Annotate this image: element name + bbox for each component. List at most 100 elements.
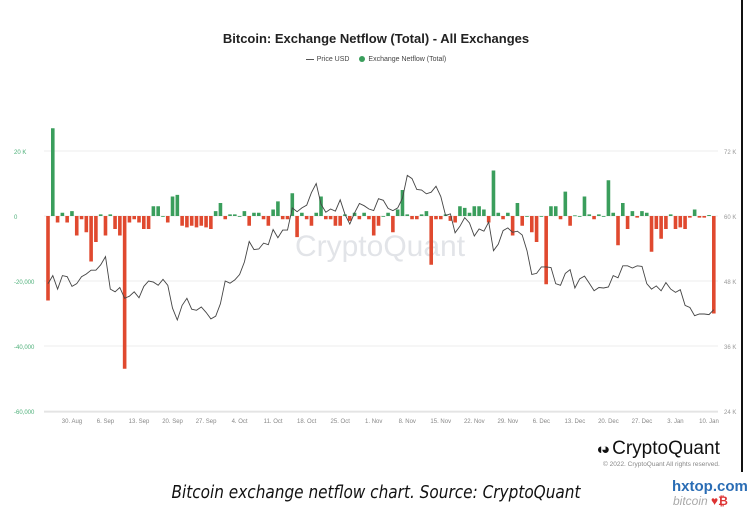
- netflow-bar: [544, 216, 548, 285]
- netflow-bar: [486, 216, 491, 223]
- x-tick-label: 10. Jan: [699, 419, 719, 425]
- netflow-bar: [118, 216, 122, 236]
- netflow-bar: [592, 216, 596, 220]
- netflow-bar: [515, 203, 520, 216]
- x-tick-label: 25. Oct: [331, 419, 351, 425]
- netflow-bar: [415, 216, 419, 220]
- netflow-bar: [65, 216, 69, 223]
- netflow-bar: [261, 216, 266, 220]
- legend: Price USD Exchange Netflow (Total): [0, 56, 752, 63]
- netflow-bar: [74, 216, 79, 236]
- netflow-bar: [477, 206, 481, 216]
- netflow-bar: [635, 216, 639, 218]
- netflow-bar: [180, 216, 184, 226]
- y-right-tick-label: 36 K: [724, 345, 736, 351]
- netflow-bar: [199, 216, 204, 226]
- x-tick-label: 18. Oct: [297, 419, 317, 425]
- netflow-bar: [496, 212, 501, 216]
- netflow-bar: [189, 216, 194, 226]
- netflow-bar: [223, 216, 228, 220]
- x-tick-label: 30. Aug: [62, 419, 82, 425]
- y-left-tick-label: -20,000: [14, 280, 35, 286]
- netflow-bar: [151, 206, 156, 216]
- netflow-bar: [582, 196, 587, 216]
- y-right-tick-label: 72 K: [724, 150, 736, 156]
- legend-item-price[interactable]: Price USD: [305, 56, 349, 63]
- netflow-bar: [616, 216, 620, 246]
- netflow-bar: [707, 215, 711, 216]
- netflow-bar: [266, 216, 271, 226]
- netflow-bar: [55, 216, 60, 223]
- line-swatch-icon: [305, 58, 314, 60]
- chart-title: Bitcoin: Exchange Netflow (Total) - All …: [222, 31, 530, 46]
- x-tick-label: 3. Jan: [667, 419, 683, 425]
- netflow-bar: [242, 211, 247, 216]
- netflow-bar: [146, 216, 151, 229]
- netflow-bar: [108, 214, 113, 216]
- netflow-bar: [60, 212, 65, 216]
- netflow-bar: [70, 211, 74, 216]
- netflow-bar: [649, 216, 654, 252]
- netflow-bar: [328, 216, 333, 220]
- netflow-bar: [577, 216, 582, 217]
- netflow-bar: [400, 190, 405, 216]
- legend-item-netflow[interactable]: Exchange Netflow (Total): [359, 56, 446, 63]
- netflow-bar: [424, 211, 429, 216]
- netflow-bar: [309, 216, 314, 226]
- netflow-bar: [702, 216, 707, 218]
- netflow-bar: [678, 216, 683, 228]
- netflow-bar: [280, 216, 285, 220]
- copyright: © 2022. CryptoQuant All rights reserved.: [603, 461, 720, 468]
- netflow-bar: [89, 216, 93, 262]
- netflow-bar: [692, 209, 697, 216]
- y-left-tick-label: -60,000: [14, 410, 35, 416]
- netflow-bar: [673, 216, 678, 229]
- netflow-bar: [98, 214, 103, 216]
- netflow-bar: [271, 209, 275, 216]
- x-tick-label: 8. Nov: [399, 419, 416, 425]
- y-right-tick-label: 24 K: [724, 410, 736, 416]
- netflow-bar: [165, 216, 170, 223]
- x-tick-label: 27. Sep: [196, 419, 217, 425]
- site-watermark-sub: bitcoin ♥₿: [673, 494, 728, 508]
- netflow-bar: [539, 216, 544, 217]
- x-tick-label: 15. Nov: [430, 419, 451, 425]
- netflow-bar: [333, 216, 338, 226]
- chart-plot: 20 K 72 K 0 60 K -20,000 48 K -40,000 36 K -60,0…: [14, 128, 736, 425]
- cryptoquant-logo-icon: ◖◕: [595, 440, 610, 458]
- netflow-bar: [194, 216, 199, 228]
- netflow-bar: [357, 216, 362, 220]
- netflow-bar: [611, 212, 616, 216]
- netflow-bar: [218, 203, 223, 216]
- netflow-bar: [630, 211, 635, 216]
- netflow-bar: [371, 216, 376, 236]
- watermark: CryptoQuant: [295, 230, 466, 263]
- site-watermark: hxtop.com: [672, 478, 748, 495]
- netflow-bar: [161, 216, 165, 217]
- netflow-bar: [434, 216, 438, 220]
- netflow-bar: [529, 216, 534, 233]
- netflow-bar: [295, 216, 299, 238]
- netflow-bar: [462, 207, 467, 216]
- netflow-bar: [362, 212, 366, 216]
- y-left-tick-label: 20 K: [14, 150, 26, 156]
- x-tick-label: 20. Sep: [162, 419, 183, 425]
- netflow-bar: [276, 201, 280, 216]
- caption: Bitcoin exchange netflow chart. Source: …: [171, 482, 581, 503]
- netflow-bar: [347, 216, 352, 221]
- netflow-bar: [285, 216, 290, 220]
- netflow-bar: [563, 191, 568, 216]
- netflow-bar: [534, 216, 539, 242]
- netflow-bar: [252, 212, 256, 216]
- netflow-bar: [697, 216, 702, 218]
- dot-swatch-icon: [359, 56, 366, 63]
- netflow-bar: [606, 180, 611, 216]
- netflow-bar: [506, 212, 510, 216]
- netflow-bar: [597, 214, 601, 216]
- netflow-bar: [683, 216, 687, 229]
- x-tick-label: 22. Nov: [464, 419, 485, 425]
- netflow-bar: [395, 209, 400, 216]
- netflow-bar: [304, 216, 309, 220]
- netflow-bar: [247, 216, 251, 226]
- price-line: [47, 174, 715, 322]
